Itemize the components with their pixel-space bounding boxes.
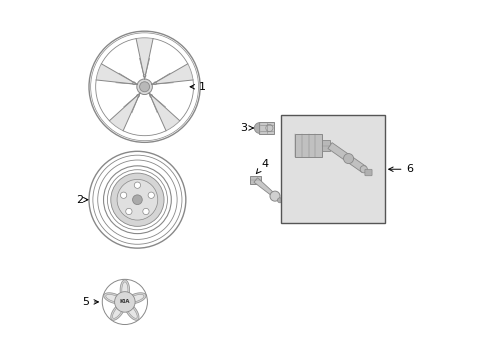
Polygon shape [113,305,123,318]
Polygon shape [109,93,140,131]
Bar [322,140,330,151]
Bar [281,116,385,223]
Polygon shape [120,280,129,300]
Text: 1: 1 [190,82,205,92]
Circle shape [133,82,135,85]
Text: 3: 3 [240,123,253,133]
Polygon shape [124,303,139,320]
Circle shape [143,208,149,215]
Circle shape [270,191,280,201]
Text: 5: 5 [82,297,98,307]
Circle shape [134,182,141,188]
Circle shape [277,198,282,203]
Polygon shape [152,64,193,84]
Bar [295,134,322,157]
Circle shape [148,192,154,198]
Polygon shape [106,294,122,302]
Circle shape [115,292,135,312]
FancyBboxPatch shape [259,122,274,134]
Circle shape [154,82,156,85]
Polygon shape [136,38,153,79]
Circle shape [150,94,152,97]
Polygon shape [328,143,366,172]
FancyBboxPatch shape [365,169,372,176]
Text: 4: 4 [256,159,269,174]
Polygon shape [111,303,125,320]
Circle shape [140,82,149,92]
Text: KIA: KIA [120,300,130,305]
Polygon shape [104,293,123,304]
Circle shape [343,154,354,163]
FancyBboxPatch shape [250,176,261,184]
Polygon shape [126,293,146,304]
Text: 6: 6 [389,164,414,174]
Polygon shape [128,294,144,302]
Circle shape [121,192,127,198]
Polygon shape [149,93,180,131]
Polygon shape [122,282,128,298]
Circle shape [126,208,132,215]
Circle shape [111,173,164,226]
Text: 2: 2 [76,195,88,205]
Circle shape [133,195,142,204]
Polygon shape [126,305,137,318]
Circle shape [117,179,158,220]
Circle shape [360,166,368,173]
Circle shape [137,94,140,97]
Polygon shape [96,64,137,84]
Circle shape [137,79,152,95]
Polygon shape [254,123,260,134]
Polygon shape [254,178,276,197]
Circle shape [143,74,146,77]
